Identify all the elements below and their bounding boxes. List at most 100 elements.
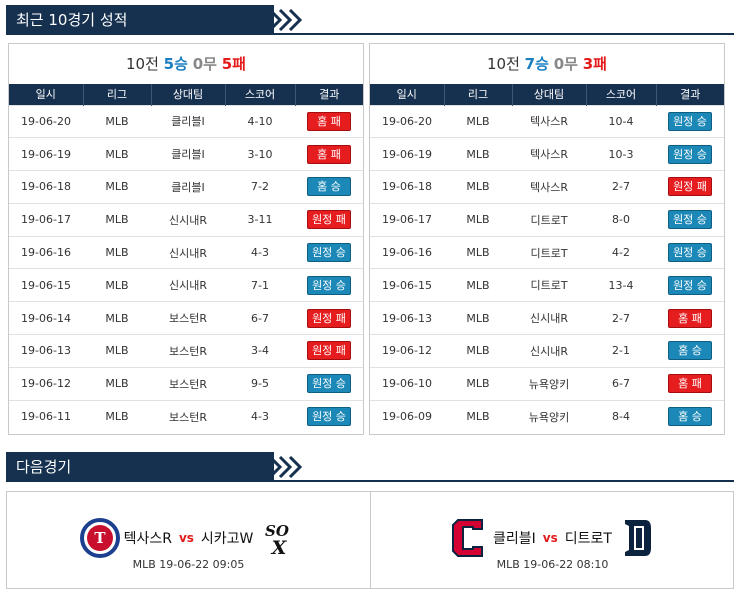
col-date: 일시 bbox=[370, 84, 445, 105]
losses-count: 5패 bbox=[221, 55, 246, 73]
detroit-logo-icon bbox=[616, 516, 656, 560]
col-score: 스코어 bbox=[225, 84, 296, 105]
col-date: 일시 bbox=[9, 84, 84, 105]
cell-result: 원정 승 bbox=[295, 399, 363, 433]
next-games-header: 다음경기 bbox=[6, 452, 306, 482]
cell-league: MLB bbox=[83, 301, 151, 335]
svg-text:SO: SO bbox=[265, 522, 289, 540]
vs-label: vs bbox=[178, 531, 194, 545]
cell-opponent: 신시내R bbox=[151, 268, 225, 302]
cell-opponent: 디트로T bbox=[512, 235, 586, 269]
cell-date: 19-06-15 bbox=[370, 268, 444, 302]
home-team-name: 텍사스R bbox=[123, 531, 172, 547]
table-row: 19-06-15 MLB 디트로T 13-4 원정 승 bbox=[370, 268, 724, 302]
game-info: MLB 19-06-22 09:05 bbox=[132, 558, 245, 571]
result-badge: 원정 패 bbox=[307, 308, 351, 328]
draws-count: 0무 bbox=[192, 55, 217, 73]
result-badge: 홈 승 bbox=[668, 407, 712, 427]
cell-opponent: 클리블I bbox=[151, 104, 225, 138]
cell-date: 19-06-13 bbox=[9, 334, 83, 368]
table-row: 19-06-16 MLB 신시내R 4-3 원정 승 bbox=[9, 235, 363, 269]
cell-opponent: 텍사스R bbox=[512, 137, 586, 171]
cell-score: 2-7 bbox=[586, 301, 656, 335]
cell-score: 8-0 bbox=[586, 202, 656, 237]
cell-league: MLB bbox=[444, 170, 512, 204]
results-table: 일시 리그 상대팀 스코어 결과 19-06-20 MLB 텍사스R 10-4 원정 승… bbox=[370, 84, 724, 433]
cell-league: MLB bbox=[83, 334, 151, 368]
wins-count: 5승 bbox=[163, 55, 188, 73]
table-row: 19-06-18 MLB 텍사스R 2-7 원정 패 bbox=[370, 170, 724, 204]
table-row: 19-06-11 MLB 보스턴R 4-3 원정 승 bbox=[9, 399, 363, 433]
cell-score: 4-3 bbox=[225, 399, 295, 433]
col-score: 스코어 bbox=[586, 84, 657, 105]
cell-result: 원정 패 bbox=[295, 301, 363, 335]
cell-score: 4-3 bbox=[225, 235, 295, 269]
cell-score: 2-1 bbox=[586, 334, 656, 368]
cell-score: 10-3 bbox=[586, 137, 656, 171]
cell-result: 원정 패 bbox=[295, 334, 363, 368]
white-sox-logo-icon: SO X bbox=[257, 516, 297, 560]
cell-opponent: 텍사스R bbox=[512, 170, 586, 204]
table-header-row: 일시 리그 상대팀 스코어 결과 bbox=[370, 84, 724, 105]
cell-league: MLB bbox=[444, 268, 512, 302]
cell-opponent: 보스턴R bbox=[151, 301, 225, 335]
cell-score: 6-7 bbox=[586, 366, 656, 401]
section-divider bbox=[6, 480, 734, 482]
cell-league: MLB bbox=[83, 399, 151, 433]
cell-league: MLB bbox=[444, 366, 512, 401]
cell-date: 19-06-20 bbox=[370, 104, 444, 138]
cell-opponent: 뉴욕양키 bbox=[512, 399, 586, 433]
cell-date: 19-06-14 bbox=[9, 301, 83, 335]
cell-date: 19-06-16 bbox=[370, 235, 444, 269]
cell-score: 3-10 bbox=[225, 137, 295, 171]
cell-league: MLB bbox=[83, 104, 151, 138]
cell-result: 홈 승 bbox=[295, 170, 363, 204]
double-chevron-icon bbox=[268, 456, 303, 478]
cell-result: 원정 승 bbox=[295, 235, 363, 269]
next-game-card[interactable]: 클리블I vs 디트로T MLB 19-06-22 08:10 bbox=[371, 492, 734, 588]
table-row: 19-06-09 MLB 뉴욕양키 8-4 홈 승 bbox=[370, 399, 724, 433]
cell-date: 19-06-19 bbox=[9, 137, 83, 171]
cell-league: MLB bbox=[83, 366, 151, 401]
col-result: 결과 bbox=[295, 84, 363, 105]
wins-count: 7승 bbox=[524, 55, 549, 73]
away-team-name: 시카고W bbox=[200, 531, 254, 547]
result-badge: 원정 승 bbox=[668, 243, 712, 263]
section-divider bbox=[6, 33, 734, 35]
cell-opponent: 뉴욕양키 bbox=[512, 366, 586, 401]
cell-league: MLB bbox=[444, 399, 512, 433]
cell-score: 13-4 bbox=[586, 268, 656, 302]
cell-score: 9-5 bbox=[225, 366, 295, 401]
table-row: 19-06-15 MLB 신시내R 7-1 원정 승 bbox=[9, 268, 363, 302]
cell-opponent: 디트로T bbox=[512, 202, 586, 237]
table-row: 19-06-20 MLB 텍사스R 10-4 원정 승 bbox=[370, 104, 724, 138]
cell-opponent: 보스턴R bbox=[151, 334, 225, 368]
cell-opponent: 신시내R bbox=[151, 235, 225, 269]
cell-date: 19-06-20 bbox=[9, 104, 83, 138]
next-game-card[interactable]: T 텍사스R vs 시카고W SO X MLB 19-06-22 09:05 bbox=[7, 492, 370, 588]
record-summary: 10전 7승 0무 3패 bbox=[370, 44, 724, 84]
cell-league: MLB bbox=[444, 104, 512, 138]
cell-opponent: 보스턴R bbox=[151, 366, 225, 401]
cell-league: MLB bbox=[83, 137, 151, 171]
away-team-name: 디트로T bbox=[564, 531, 612, 547]
texas-rangers-logo-icon: T bbox=[79, 516, 120, 560]
cell-opponent: 클리블I bbox=[151, 170, 225, 204]
table-row: 19-06-13 MLB 신시내R 2-7 홈 패 bbox=[370, 301, 724, 335]
cell-date: 19-06-16 bbox=[9, 235, 83, 269]
cell-result: 홈 승 bbox=[656, 334, 724, 368]
col-league: 리그 bbox=[444, 84, 513, 105]
cell-date: 19-06-17 bbox=[370, 202, 444, 237]
result-badge: 원정 승 bbox=[668, 275, 712, 295]
result-badge: 홈 패 bbox=[668, 374, 712, 394]
cell-score: 4-10 bbox=[225, 104, 295, 138]
cell-league: MLB bbox=[83, 202, 151, 237]
cell-league: MLB bbox=[444, 301, 512, 335]
cell-result: 홈 패 bbox=[656, 366, 724, 401]
result-badge: 원정 패 bbox=[668, 177, 712, 197]
table-row: 19-06-12 MLB 신시내R 2-1 홈 승 bbox=[370, 334, 724, 368]
cell-result: 홈 승 bbox=[656, 399, 724, 433]
cell-date: 19-06-19 bbox=[370, 137, 444, 171]
cell-date: 19-06-18 bbox=[9, 170, 83, 204]
cell-date: 19-06-12 bbox=[9, 366, 83, 401]
